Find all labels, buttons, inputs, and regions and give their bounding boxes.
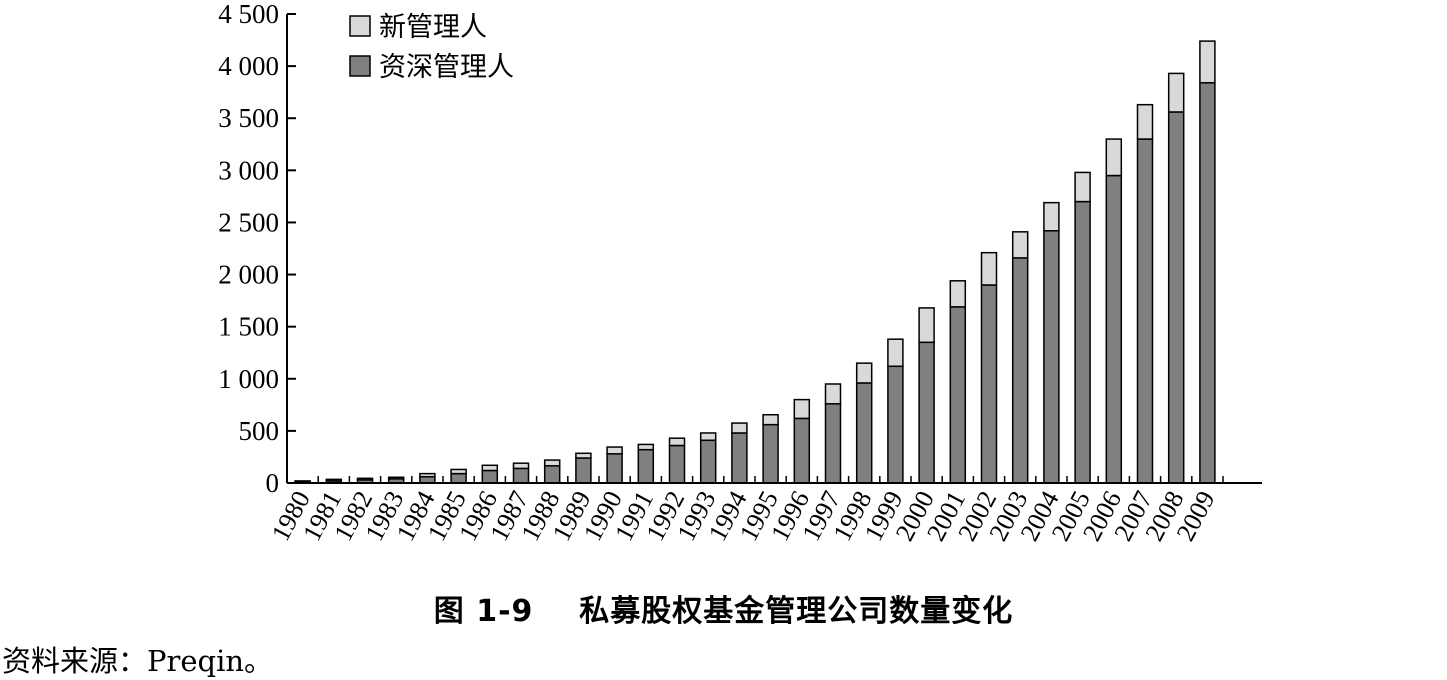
bar-new-1992: [668, 437, 686, 447]
bar-new-1998: [855, 362, 873, 384]
bar-veteran-1994: [731, 432, 748, 484]
bar-new-2007: [1136, 103, 1154, 140]
bar-new-1988: [543, 459, 561, 467]
bar-veteran-2005: [1074, 200, 1091, 484]
bar-new-2009: [1199, 40, 1216, 84]
bar-new-2006: [1105, 138, 1123, 177]
bar-veteran-2002: [980, 284, 998, 484]
bar-new-1994: [731, 422, 748, 434]
y-tick-label: 2 000: [218, 260, 279, 290]
bar-new-1985: [450, 468, 467, 475]
bar-veteran-2006: [1105, 174, 1123, 484]
source-note: 资料来源：Preqin。: [2, 644, 274, 678]
bar-new-2005: [1074, 171, 1091, 203]
bar-veteran-1998: [855, 382, 873, 484]
bar-new-1984: [419, 472, 436, 478]
bar-veteran-1997: [824, 403, 842, 484]
bar-new-1996: [793, 398, 811, 420]
y-tick-label: 3 500: [218, 103, 279, 133]
bar-veteran-1993: [699, 439, 717, 484]
y-tick-label: 4 500: [218, 0, 279, 29]
x-axis: 1980198119821983198419851986198719881989…: [266, 476, 1262, 546]
bars: [294, 40, 1216, 484]
bar-new-1982: [356, 477, 374, 481]
bar-veteran-1996: [793, 417, 811, 484]
bar-new-2008: [1167, 72, 1185, 113]
y-tick-label: 1 000: [218, 364, 279, 394]
legend-label: 资深管理人: [379, 52, 514, 83]
bar-veteran-1987: [512, 467, 530, 484]
bar-new-1995: [762, 413, 779, 426]
bar-veteran-1985: [450, 472, 467, 484]
y-tick-label: 0: [266, 468, 280, 498]
bar-veteran-2000: [918, 341, 935, 484]
y-tick-label: 3 000: [218, 155, 279, 185]
bar-new-1997: [824, 383, 842, 405]
bar-new-1987: [512, 462, 530, 470]
bar-veteran-1986: [481, 469, 499, 484]
y-tick-label: 500: [239, 416, 280, 446]
legend-swatch: [349, 55, 371, 77]
bar-veteran-1989: [575, 457, 592, 484]
bar-new-1991: [637, 443, 655, 451]
y-axis: 0 500 1 000 1 500 2 000 2 500 3 000 3 500 4 000 4…: [218, 0, 296, 498]
bar-veteran-1995: [762, 423, 779, 484]
bar-new-2001: [949, 280, 967, 308]
chart: 0 500 1 000 1 500 2 000 2 500 3 000 3 500 4 000 4…: [218, 0, 1262, 546]
bar-veteran-2003: [1011, 257, 1029, 484]
bar-new-2002: [980, 251, 998, 286]
bar-new-1990: [606, 446, 623, 455]
bar-veteran-1992: [668, 444, 686, 484]
figure-caption: 图 1-9 私募股权基金管理公司数量变化: [433, 594, 1014, 629]
bar-veteran-2007: [1136, 138, 1154, 484]
bar-new-2000: [918, 307, 935, 344]
bar-veteran-1999: [887, 365, 904, 484]
bar-new-1986: [481, 464, 499, 472]
bar-veteran-2008: [1167, 111, 1185, 484]
bar-veteran-2001: [949, 306, 967, 484]
bar-new-1980: [294, 480, 311, 483]
bar-veteran-2004: [1043, 230, 1060, 484]
legend-swatch: [349, 15, 371, 37]
y-tick-label: 4 000: [218, 51, 279, 81]
legend-label: 新管理人: [379, 12, 487, 43]
y-tick-label: 1 500: [218, 312, 279, 342]
bar-veteran-1988: [543, 465, 561, 484]
bar-new-1983: [387, 476, 405, 480]
bar-new-2003: [1011, 231, 1029, 259]
y-tick-label: 2 500: [218, 207, 279, 237]
bar-new-1989: [575, 452, 592, 459]
bar-new-2004: [1043, 201, 1060, 232]
bar-veteran-1990: [606, 453, 623, 484]
bar-veteran-2009: [1199, 82, 1216, 484]
bar-new-1999: [887, 338, 904, 368]
bar-new-1993: [699, 432, 717, 442]
bar-veteran-1991: [637, 448, 655, 484]
bar-new-1981: [325, 478, 343, 482]
